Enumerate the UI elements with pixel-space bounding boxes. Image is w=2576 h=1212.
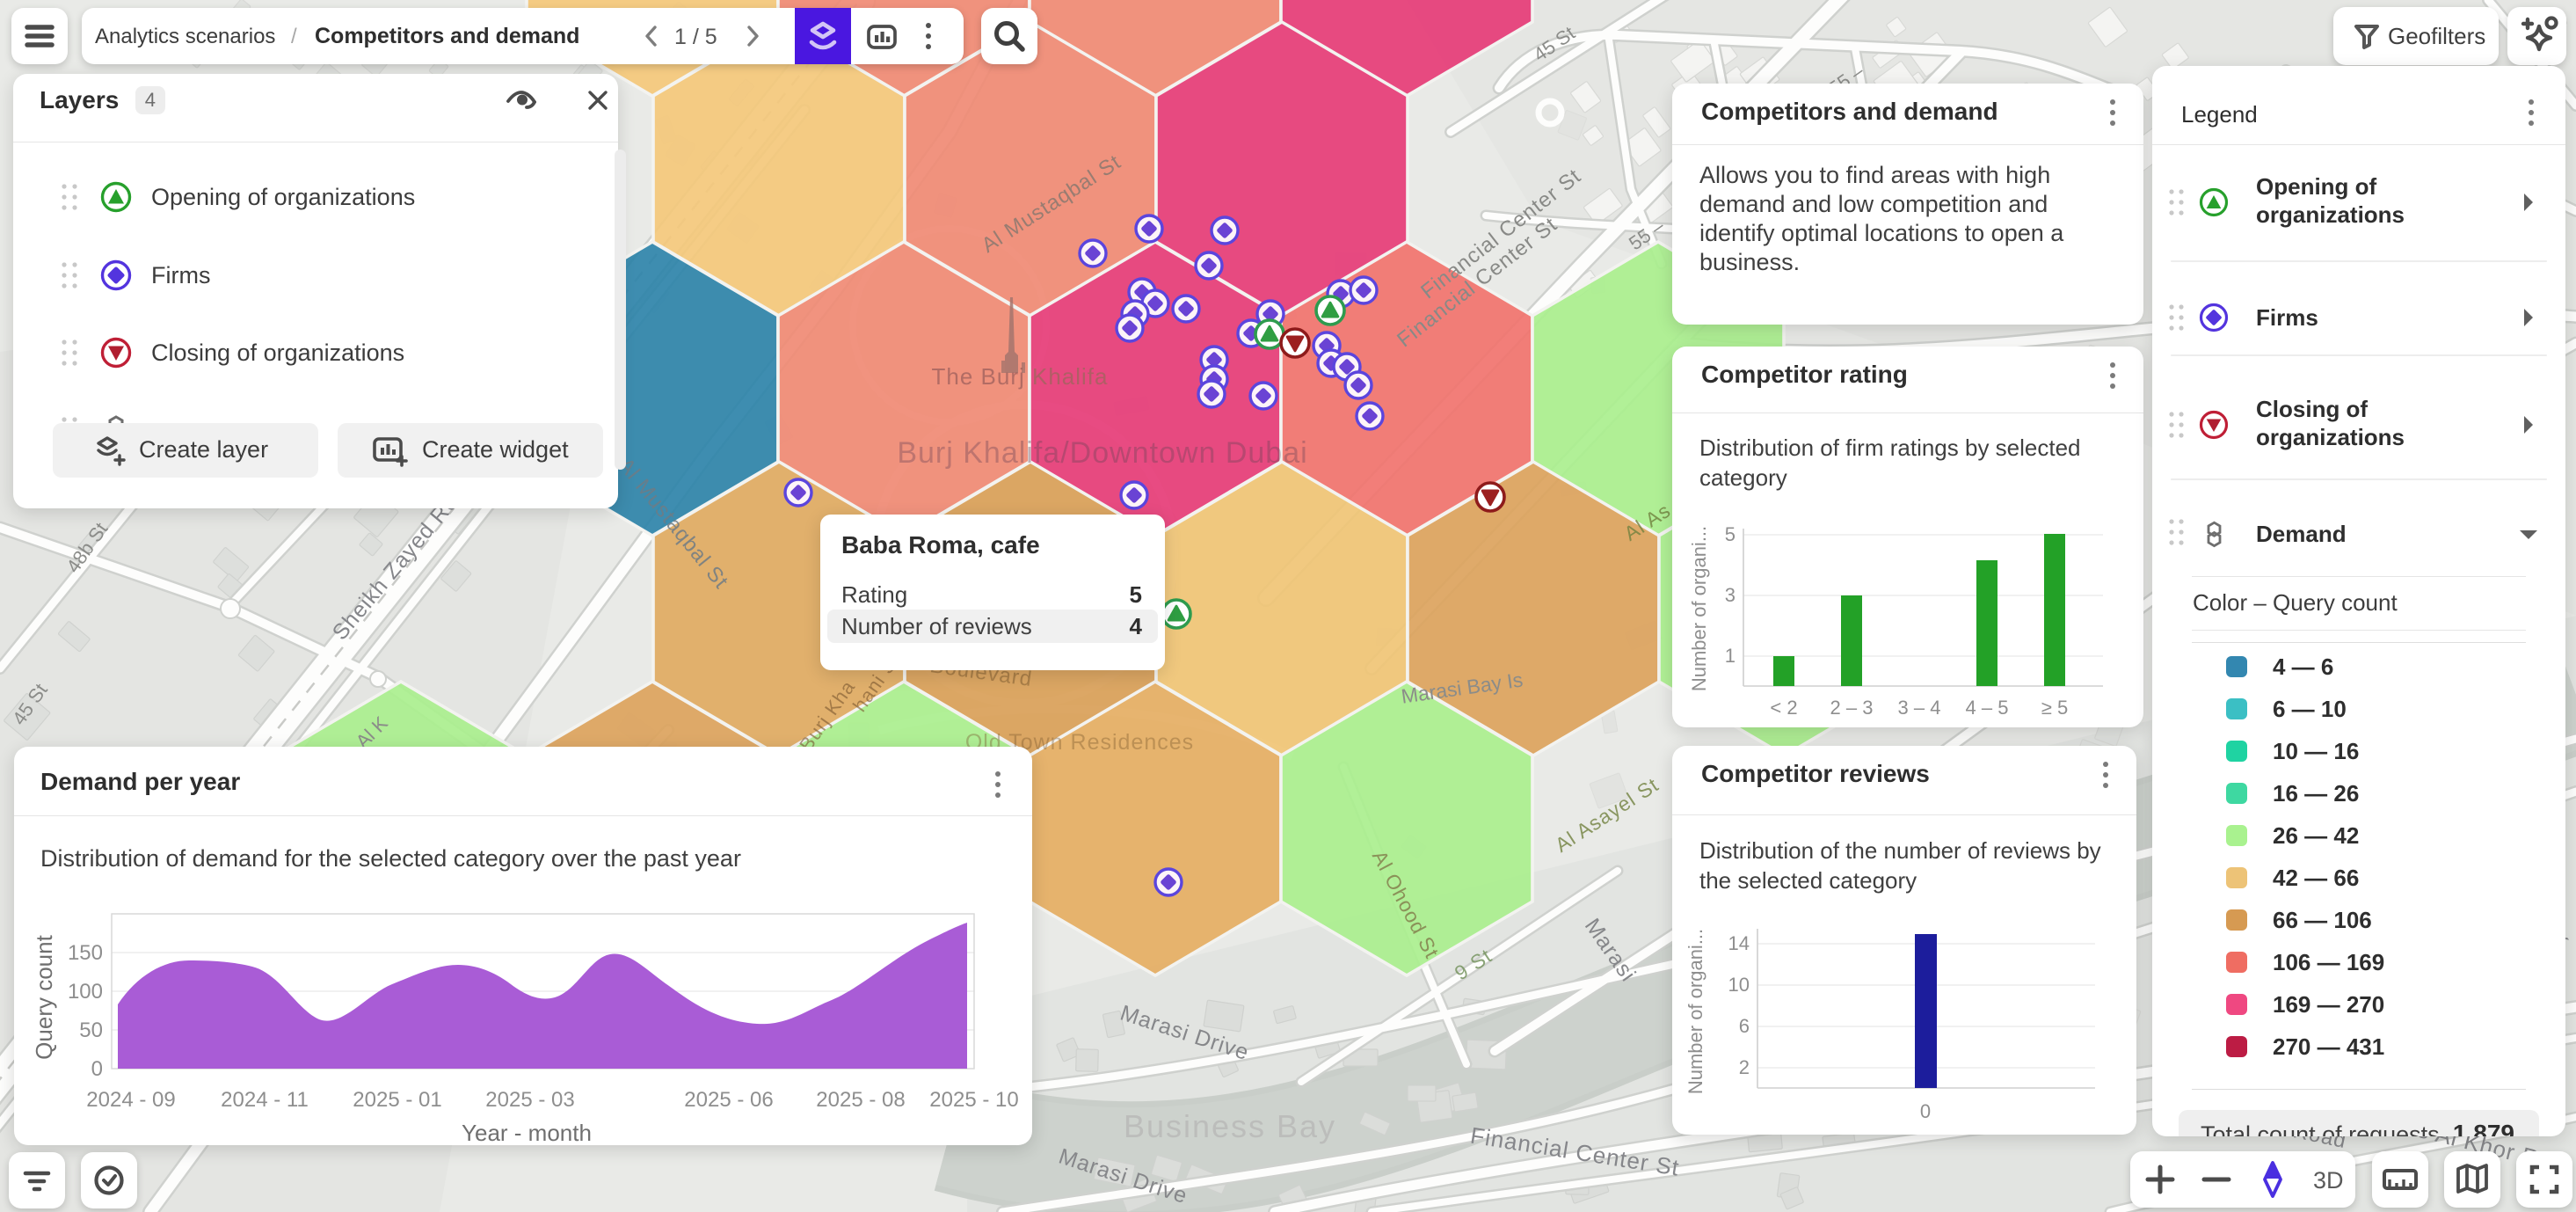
svg-text:Opening of organizations: Opening of organizations — [151, 184, 415, 210]
svg-text:1: 1 — [1725, 645, 1736, 667]
svg-text:0: 0 — [1920, 1100, 1931, 1122]
svg-text:5: 5 — [1725, 523, 1736, 545]
svg-text:Year - month: Year - month — [462, 1120, 592, 1145]
svg-text:Firms: Firms — [2256, 304, 2318, 331]
svg-text:< 2: < 2 — [1770, 697, 1797, 719]
svg-text:2024 - 11: 2024 - 11 — [221, 1088, 309, 1112]
svg-text:4 – 5: 4 – 5 — [1966, 697, 2009, 719]
svg-text:100: 100 — [68, 980, 103, 1004]
svg-text:3D: 3D — [2313, 1167, 2344, 1194]
svg-text:Business Bay: Business Bay — [1124, 1108, 1336, 1144]
svg-text:2: 2 — [1739, 1056, 1750, 1078]
svg-text:50: 50 — [79, 1019, 103, 1042]
svg-text:14: 14 — [1728, 932, 1750, 954]
svg-text:6: 6 — [1739, 1015, 1750, 1037]
svg-text:organizations: organizations — [2256, 424, 2405, 450]
svg-text:3 – 4: 3 – 4 — [1898, 697, 1941, 719]
svg-text:2024 - 09: 2024 - 09 — [86, 1088, 175, 1112]
svg-text:Number of organi...: Number of organi... — [1688, 526, 1710, 691]
svg-text:2025 - 03: 2025 - 03 — [485, 1088, 574, 1112]
svg-text:Firms: Firms — [151, 262, 210, 288]
svg-text:2025 - 06: 2025 - 06 — [684, 1088, 773, 1112]
svg-text:2025 - 08: 2025 - 08 — [816, 1088, 905, 1112]
svg-text:Query count: Query count — [31, 934, 57, 1059]
svg-text:2025 - 10: 2025 - 10 — [929, 1088, 1018, 1112]
svg-text:3: 3 — [1725, 584, 1736, 606]
svg-text:2 – 3: 2 – 3 — [1830, 697, 1874, 719]
svg-text:organizations: organizations — [2256, 201, 2405, 228]
svg-text:0: 0 — [91, 1057, 103, 1081]
svg-text:Burj Khalifa/Downtown Dubai: Burj Khalifa/Downtown Dubai — [897, 436, 1307, 470]
svg-text:Closing of organizations: Closing of organizations — [151, 340, 404, 366]
svg-text:≥ 5: ≥ 5 — [2041, 697, 2068, 719]
svg-text:2025 - 01: 2025 - 01 — [353, 1088, 441, 1112]
svg-text:150: 150 — [68, 941, 103, 965]
svg-text:Closing of: Closing of — [2256, 396, 2368, 422]
svg-text:Opening of: Opening of — [2256, 173, 2377, 200]
svg-text:The Burj Khalifa: The Burj Khalifa — [932, 363, 1109, 390]
svg-text:Number of organi...: Number of organi... — [1685, 929, 1706, 1094]
svg-text:Demand: Demand — [2256, 521, 2347, 547]
svg-text:10: 10 — [1728, 974, 1750, 996]
